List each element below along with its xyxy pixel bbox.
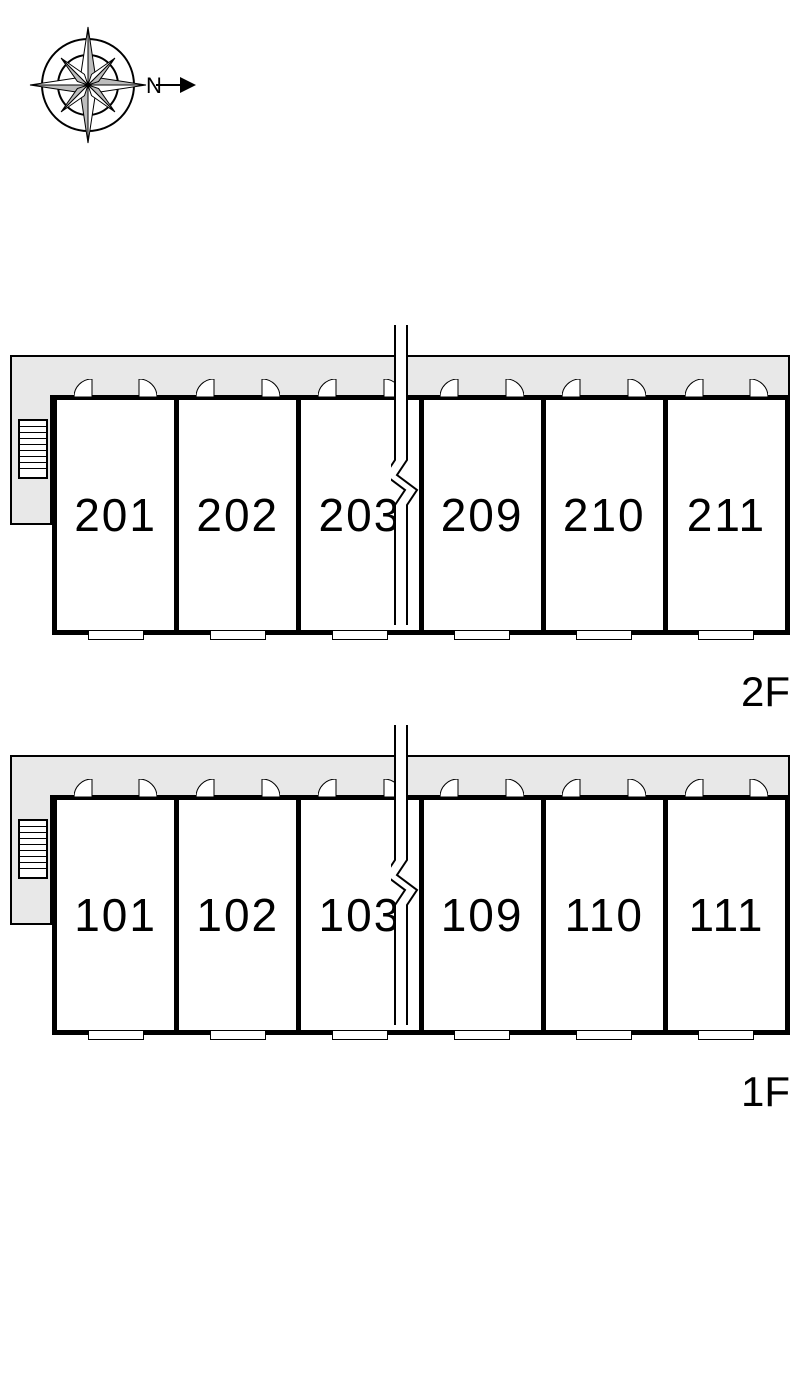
floor-label-1f: 1F	[741, 1068, 790, 1116]
unit-209: 209	[419, 400, 541, 630]
unit-109: 109	[419, 800, 541, 1030]
floor-2f: 201 202 203 209	[10, 355, 790, 685]
unit-number: 111	[688, 888, 764, 942]
unit-102: 102	[174, 800, 296, 1030]
unit-103: 103	[296, 800, 418, 1030]
unit-211: 211	[663, 400, 785, 630]
unit-number: 201	[74, 488, 157, 542]
floorplan-page: N 201 202	[0, 0, 800, 1373]
unit-202: 202	[174, 400, 296, 630]
unit-110: 110	[541, 800, 663, 1030]
unit-number: 110	[565, 888, 644, 942]
units-row-2f: 201 202 203 209	[52, 395, 790, 635]
unit-111: 111	[663, 800, 785, 1030]
unit-number: 211	[687, 488, 766, 542]
compass: N	[28, 20, 198, 150]
floor-label-2f: 2F	[741, 668, 790, 716]
floor-1f: 101 102 103 109	[10, 755, 790, 1085]
units-row-1f: 101 102 103 109	[52, 795, 790, 1035]
unit-number: 109	[441, 888, 524, 942]
unit-210: 210	[541, 400, 663, 630]
unit-203: 203	[296, 400, 418, 630]
unit-201: 201	[52, 400, 174, 630]
unit-number: 103	[319, 888, 402, 942]
stairs-1f	[10, 795, 52, 925]
unit-number: 210	[563, 488, 646, 542]
unit-number: 101	[74, 888, 157, 942]
unit-101: 101	[52, 800, 174, 1030]
stairs-2f	[10, 395, 52, 525]
unit-number: 203	[319, 488, 402, 542]
unit-number: 209	[441, 488, 524, 542]
unit-number: 102	[196, 888, 279, 942]
unit-number: 202	[196, 488, 279, 542]
